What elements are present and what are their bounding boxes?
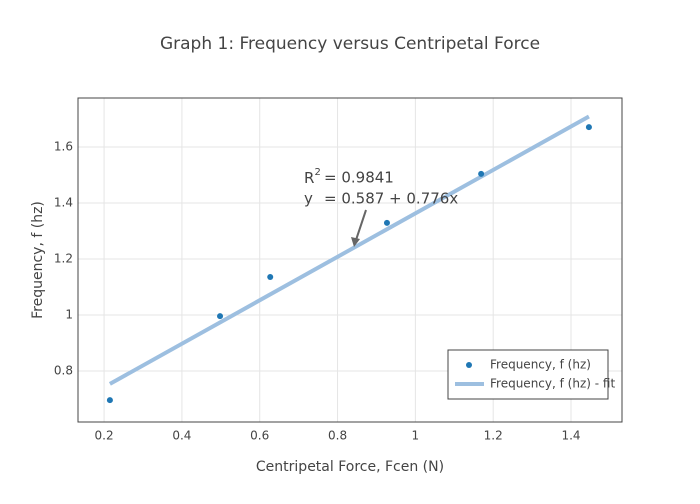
data-point [383, 219, 390, 226]
grid [78, 98, 622, 422]
y-tick-label: 1.4 [54, 196, 73, 210]
annotation-arrow [355, 209, 367, 241]
data-point [106, 397, 113, 404]
r-exponent: 2 [314, 167, 320, 178]
chart-title: Graph 1: Frequency versus Centripetal Fo… [160, 34, 540, 54]
data-point [585, 124, 592, 131]
x-tick-label: 1.2 [484, 429, 503, 443]
annotation-y: y [304, 190, 313, 208]
annotation: R2 = 0.9841 y = 0.587 + 0.776x [304, 167, 458, 247]
data-point [478, 170, 485, 177]
y-tick-label: 0.8 [54, 364, 73, 378]
x-tick-label: 0.6 [250, 429, 269, 443]
y-tick-label: 1.6 [54, 140, 73, 154]
data-point [217, 313, 224, 320]
plot-marks [106, 114, 592, 404]
fit-line [108, 114, 590, 386]
plot-frame [77, 97, 623, 423]
y-tick-label: 1 [65, 308, 73, 322]
y-axis-title: Frequency, f (hz) [30, 201, 46, 319]
arrow-head [351, 237, 360, 247]
annotation-y-value: = 0.587 + 0.776x [324, 190, 458, 208]
data-point [267, 273, 274, 280]
x-tick-label: 0.2 [95, 429, 114, 443]
x-tick-label: 1 [412, 429, 420, 443]
annotation-r-value: = 0.9841 [324, 169, 394, 187]
legend-label: Frequency, f (hz) [490, 358, 591, 372]
x-tick-label: 0.4 [172, 429, 191, 443]
x-tick-label: 0.8 [328, 429, 347, 443]
legend-marker [466, 362, 472, 368]
legend-box [447, 349, 609, 400]
y-tick-label: 1.2 [54, 252, 73, 266]
annotation-r: R2 [304, 167, 321, 187]
legend-label: Frequency, f (hz) - fit [490, 377, 615, 391]
legend: Frequency, f (hz) Frequency, f (hz) - fit [447, 349, 615, 400]
x-tick-label: 1.4 [561, 429, 580, 443]
r-label: R [304, 169, 314, 187]
x-axis-title: Centripetal Force, Fcen (N) [256, 459, 444, 475]
